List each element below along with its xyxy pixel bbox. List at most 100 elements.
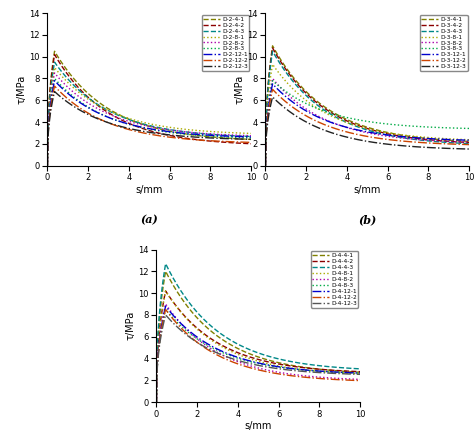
D-4-12-3 <box>154 399 159 405</box>
D-4-8-1 <box>206 336 212 341</box>
D-2-4-2 <box>81 90 87 96</box>
Line: D-2-8-1: D-2-8-1 <box>47 68 251 166</box>
D-3-12-3 <box>299 117 305 122</box>
Line: D-3-8-2: D-3-8-2 <box>265 79 469 166</box>
D-3-12-1 <box>383 132 389 137</box>
D-4-4-2 <box>290 364 296 369</box>
D-2-12-2 <box>248 140 254 145</box>
D-2-12-1 <box>248 134 254 139</box>
D-2-8-2 <box>97 108 103 113</box>
D-2-8-3 <box>181 132 187 137</box>
D-4-12-1 <box>206 342 212 347</box>
Line: D-2-8-2: D-2-8-2 <box>47 73 251 166</box>
D-2-12-3 <box>81 110 87 115</box>
D-4-4-2 <box>206 335 212 340</box>
D-3-4-3 <box>416 137 422 142</box>
D-2-4-3 <box>45 163 50 168</box>
D-4-4-3 <box>206 322 212 327</box>
D-4-4-3 <box>190 305 196 310</box>
D-2-12-1 <box>137 124 143 129</box>
D-3-12-2 <box>416 140 422 145</box>
D-2-12-3 <box>97 117 103 122</box>
D-4-8-1 <box>163 288 168 294</box>
D-2-4-3 <box>181 129 187 134</box>
D-4-8-2 <box>290 372 296 377</box>
D-3-12-3 <box>416 144 422 149</box>
D-2-4-3 <box>165 127 171 132</box>
D-4-8-2 <box>206 345 212 350</box>
D-3-8-2 <box>299 104 305 109</box>
D-2-8-1 <box>181 127 187 132</box>
D-4-4-3 <box>163 261 168 266</box>
D-3-4-2 <box>383 131 389 136</box>
D-3-4-3 <box>270 49 275 54</box>
D-2-4-3 <box>81 92 87 97</box>
D-4-12-1 <box>154 399 159 405</box>
D-3-8-3 <box>416 124 422 129</box>
D-3-12-3 <box>399 143 405 148</box>
D-3-8-3 <box>270 78 275 83</box>
D-3-8-2 <box>399 135 405 141</box>
D-3-4-3 <box>263 163 268 168</box>
D-2-4-2 <box>52 52 57 57</box>
Line: D-3-4-3: D-3-4-3 <box>265 51 469 166</box>
D-2-8-2 <box>248 133 254 139</box>
D-3-8-1 <box>355 124 361 129</box>
D-3-4-1 <box>299 85 305 90</box>
D-3-4-3 <box>399 135 405 140</box>
D-4-4-2 <box>274 361 280 366</box>
Line: D-4-12-3: D-4-12-3 <box>156 315 360 402</box>
D-3-12-3 <box>383 142 389 147</box>
D-4-12-3 <box>290 368 296 373</box>
D-2-8-1 <box>52 65 57 70</box>
D-3-12-1 <box>466 138 472 143</box>
D-4-12-3 <box>206 347 212 352</box>
X-axis label: s/mm: s/mm <box>245 421 272 431</box>
D-2-8-1 <box>81 94 87 99</box>
D-4-12-2 <box>154 399 159 405</box>
Text: (a): (a) <box>140 215 158 225</box>
D-4-4-2 <box>246 354 252 359</box>
D-4-4-3 <box>307 362 313 367</box>
D-4-12-2 <box>163 307 168 312</box>
D-3-4-2 <box>299 87 305 92</box>
D-2-8-3 <box>248 135 254 141</box>
D-3-12-3 <box>270 94 275 100</box>
D-4-8-3 <box>206 343 212 349</box>
D-4-12-3 <box>163 312 168 318</box>
Line: D-2-12-3: D-2-12-3 <box>47 92 251 166</box>
Line: D-3-12-2: D-3-12-2 <box>265 90 469 166</box>
D-2-8-1 <box>45 163 50 168</box>
Line: D-3-4-2: D-3-4-2 <box>265 48 469 166</box>
D-2-4-2 <box>45 163 50 168</box>
D-2-4-1 <box>198 133 204 139</box>
D-3-4-2 <box>270 45 275 51</box>
D-2-12-2 <box>45 163 50 168</box>
D-2-12-2 <box>97 117 103 122</box>
D-2-12-2 <box>137 130 143 135</box>
D-3-12-2 <box>355 132 361 137</box>
D-3-8-3 <box>355 117 361 122</box>
D-2-12-3 <box>248 137 254 142</box>
X-axis label: s/mm: s/mm <box>354 185 381 195</box>
D-2-12-3 <box>45 163 50 168</box>
D-3-8-3 <box>399 123 405 128</box>
D-4-4-3 <box>357 366 363 371</box>
D-2-12-1 <box>165 129 171 134</box>
D-3-8-1 <box>416 134 422 139</box>
D-4-4-3 <box>246 347 252 352</box>
D-3-8-2 <box>355 128 361 133</box>
D-4-12-2 <box>246 365 252 370</box>
D-3-4-1 <box>399 132 405 138</box>
D-2-4-1 <box>248 137 254 142</box>
D-2-8-3 <box>52 76 57 81</box>
D-4-8-1 <box>246 356 252 361</box>
Legend: D-3-4-1, D-3-4-2, D-3-4-3, D-3-8-1, D-3-8-2, D-3-8-3, D-3-12-1, D-3-12-2, D-3-12: D-3-4-1, D-3-4-2, D-3-4-3, D-3-8-1, D-3-… <box>419 15 467 71</box>
D-2-4-1 <box>97 101 103 106</box>
D-2-12-2 <box>52 83 57 89</box>
D-3-4-3 <box>355 124 361 129</box>
D-2-8-3 <box>97 111 103 116</box>
D-4-4-1 <box>307 365 313 371</box>
D-3-8-2 <box>315 114 321 119</box>
D-2-4-3 <box>52 59 57 65</box>
